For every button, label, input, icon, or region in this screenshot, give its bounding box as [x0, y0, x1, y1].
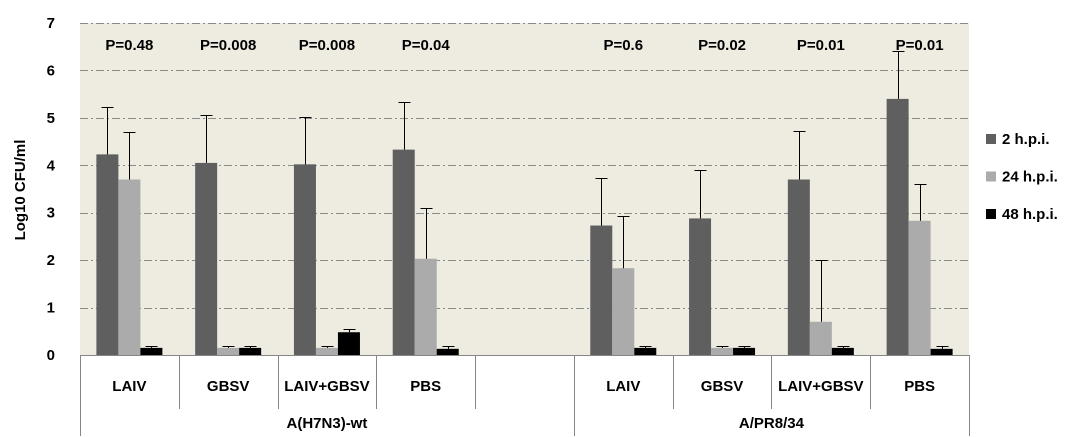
category-label-laiv: LAIV: [606, 378, 640, 395]
error-bar-24-h-p-i-a-pr8-34-gbsv: [716, 346, 729, 348]
p-value-annotation: P=0.04: [402, 37, 451, 54]
bar-24-h-p-i-a-pr8-34-gbsv: [711, 347, 734, 355]
bar-48-h-p-i-a-h7n3-wt-laiv: [140, 347, 163, 355]
error-bar-48-h-p-i-a-pr8-34-laiv: [639, 346, 652, 348]
error-bar-24-h-p-i-a-pr8-34-laiv: [617, 216, 630, 269]
plot-background: [80, 23, 969, 355]
p-value-annotations: P=0.48 P=0.008 P=0.008 P=0.04 P=0.6 P=0.02 P=0…: [105, 37, 943, 54]
error-bar-2-h-p-i-a-pr8-34-laiv-gbsv: [793, 131, 806, 180]
legend-item-48-h-p-i: 48 h.p.i.: [986, 206, 1058, 223]
bar-2-h-p-i-a-pr8-34-gbsv: [689, 218, 712, 355]
bar-2-h-p-i-a-pr8-34-laiv-gbsv: [787, 179, 810, 355]
category-label-gbsv: GBSV: [207, 378, 250, 395]
error-bar-48-h-p-i-a-pr8-34-laiv-gbsv: [837, 346, 850, 348]
error-bar-48-h-p-i-a-h7n3-wt-laiv-gbsv: [343, 329, 356, 333]
p-value-annotation: P=0.6: [603, 37, 643, 54]
bar-2-h-p-i-a-pr8-34-laiv: [590, 225, 613, 355]
error-bar-2-h-p-i-a-h7n3-wt-pbs: [398, 102, 411, 150]
bar-2-h-p-i-a-h7n3-wt-gbsv: [195, 162, 218, 355]
error-bar-24-h-p-i-a-h7n3-wt-gbsv: [222, 346, 235, 348]
error-bar-2-h-p-i-a-h7n3-wt-gbsv: [200, 115, 213, 163]
legend-item-24-h-p-i: 24 h.p.i.: [986, 169, 1058, 186]
bar-48-h-p-i-a-pr8-34-gbsv: [733, 347, 756, 355]
plot-area: [80, 23, 969, 355]
error-bar-48-h-p-i-a-h7n3-wt-gbsv: [244, 346, 257, 348]
bar-48-h-p-i-a-h7n3-wt-laiv-gbsv: [337, 332, 360, 355]
error-bar-24-h-p-i-a-h7n3-wt-laiv-gbsv: [321, 346, 334, 348]
bar-48-h-p-i-a-pr8-34-laiv-gbsv: [831, 347, 854, 355]
error-bar-24-h-p-i-a-pr8-34-laiv-gbsv: [815, 260, 828, 322]
p-value-annotation: P=0.02: [698, 37, 746, 54]
category-label-pbs: PBS: [904, 378, 935, 395]
value-axis: Log10 CFU/ml 0 1 2 3 4 5 6 7: [12, 15, 56, 364]
error-bar-48-h-p-i-a-pr8-34-pbs: [936, 346, 949, 349]
y-tick-label-7: 7: [47, 15, 55, 32]
p-value-annotation: P=0.008: [299, 37, 355, 54]
p-value-annotation: P=0.008: [200, 37, 256, 54]
p-value-annotation: P=0.48: [105, 37, 153, 54]
bar-24-h-p-i-a-pr8-34-laiv-gbsv: [809, 321, 832, 355]
group-label-a-h7n3-wt: A(H7N3)-wt: [287, 415, 368, 432]
legend-label: 2 h.p.i.: [1002, 131, 1050, 148]
bar-2-h-p-i-a-h7n3-wt-laiv-gbsv: [293, 164, 316, 355]
bars: [96, 98, 953, 355]
bar-2-h-p-i-a-pr8-34-pbs: [886, 98, 909, 355]
group-label-a-pr8-34: A/PR8/34: [739, 415, 805, 432]
legend-swatch: [986, 209, 996, 219]
legend-item-2-h-p-i: 2 h.p.i.: [986, 131, 1050, 148]
y-axis-title: Log10 CFU/ml: [12, 140, 29, 241]
bar-48-h-p-i-a-h7n3-wt-gbsv: [239, 347, 262, 355]
error-bar-24-h-p-i-a-h7n3-wt-laiv: [123, 132, 136, 180]
bar-2-h-p-i-a-h7n3-wt-pbs: [392, 149, 415, 355]
error-bars: [101, 51, 949, 349]
error-bar-2-h-p-i-a-h7n3-wt-laiv-gbsv: [299, 117, 312, 165]
error-bar-2-h-p-i-a-h7n3-wt-laiv: [101, 107, 114, 155]
error-bar-48-h-p-i-a-h7n3-wt-laiv: [145, 346, 158, 348]
legend-label: 24 h.p.i.: [1002, 169, 1058, 186]
bar-24-h-p-i-a-h7n3-wt-laiv-gbsv: [315, 347, 338, 355]
bar-24-h-p-i-a-pr8-34-laiv: [612, 268, 635, 355]
category-label-laiv-gbsv: LAIV+GBSV: [284, 378, 369, 395]
p-value-annotation: P=0.01: [896, 37, 944, 54]
error-bar-2-h-p-i-a-pr8-34-pbs: [892, 51, 905, 99]
y-tick-label-2: 2: [47, 252, 55, 269]
bar-48-h-p-i-a-h7n3-wt-pbs: [436, 348, 459, 355]
error-bar-48-h-p-i-a-pr8-34-gbsv: [738, 346, 751, 348]
error-bar-48-h-p-i-a-h7n3-wt-pbs: [442, 346, 455, 349]
error-bar-2-h-p-i-a-pr8-34-gbsv: [694, 170, 707, 219]
error-bar-24-h-p-i-a-h7n3-wt-pbs: [420, 208, 433, 259]
y-tick-label-3: 3: [47, 205, 55, 222]
gridlines: [80, 23, 969, 309]
category-axis: LAIV GBSV LAIV+GBSV PBS LAIV GBSV LAIV+GBSV PBS…: [80, 355, 970, 436]
legend: 2 h.p.i. 24 h.p.i. 48 h.p.i.: [986, 131, 1058, 223]
bar-24-h-p-i-a-pr8-34-pbs: [908, 220, 931, 355]
error-bar-2-h-p-i-a-pr8-34-laiv: [595, 178, 608, 226]
category-label-laiv-gbsv: LAIV+GBSV: [778, 378, 863, 395]
bar-24-h-p-i-a-h7n3-wt-laiv: [118, 179, 141, 355]
y-tick-label-6: 6: [47, 62, 55, 79]
error-bar-24-h-p-i-a-pr8-34-pbs: [914, 184, 927, 221]
category-label-pbs: PBS: [410, 378, 441, 395]
y-tick-label-1: 1: [47, 300, 55, 317]
y-tick-label-0: 0: [47, 347, 55, 364]
legend-swatch: [986, 171, 996, 182]
bar-48-h-p-i-a-pr8-34-laiv: [634, 347, 657, 355]
category-label-laiv: LAIV: [112, 378, 146, 395]
legend-label: 48 h.p.i.: [1002, 206, 1058, 223]
y-tick-label-4: 4: [47, 157, 56, 174]
category-label-gbsv: GBSV: [701, 378, 744, 395]
bar-24-h-p-i-a-h7n3-wt-gbsv: [217, 347, 240, 355]
bar-2-h-p-i-a-h7n3-wt-laiv: [96, 154, 119, 355]
p-value-annotation: P=0.01: [797, 37, 845, 54]
bar-48-h-p-i-a-pr8-34-pbs: [930, 348, 953, 355]
y-tick-label-5: 5: [47, 110, 55, 127]
bar-24-h-p-i-a-h7n3-wt-pbs: [414, 258, 437, 355]
legend-swatch: [986, 134, 996, 144]
